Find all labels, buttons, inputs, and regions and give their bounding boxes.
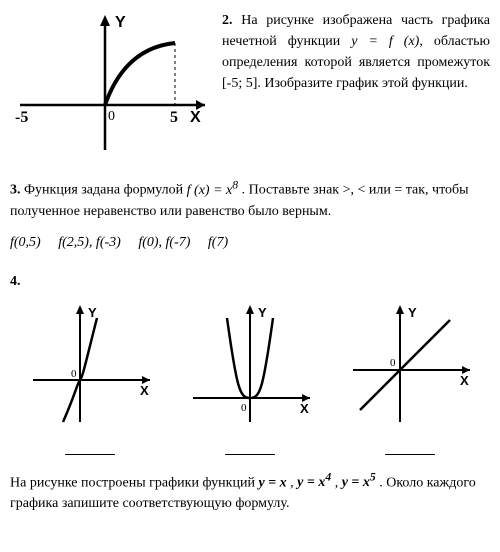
svg-text:Y: Y xyxy=(258,305,267,320)
blank-1 xyxy=(65,442,115,455)
svg-text:X: X xyxy=(300,401,309,416)
call-2: f(0), f(-7) xyxy=(138,235,190,250)
p4-f1: y = x xyxy=(258,475,286,490)
svg-text:X: X xyxy=(190,109,201,126)
problem4-text: На рисунке построены графики функций y =… xyxy=(10,469,490,515)
p4-t1: На рисунке построены графики функций xyxy=(10,475,258,490)
call-3: f(7) xyxy=(208,235,228,250)
svg-text:0: 0 xyxy=(108,109,115,124)
problem2-graph: Y X 0 -5 5 xyxy=(10,10,210,160)
svg-text:X: X xyxy=(460,373,469,388)
p4-f2: y = x xyxy=(297,475,325,490)
problem2-formula: y = f (x) xyxy=(351,34,419,49)
problem3-exp: 8 xyxy=(232,178,238,191)
problem4-blanks xyxy=(10,442,490,455)
problem3-number: 3. xyxy=(10,183,21,198)
svg-text:0: 0 xyxy=(241,402,247,414)
p4-e2: 4 xyxy=(325,471,331,484)
problem2-text: 2. На рисунке изображена часть графика н… xyxy=(222,10,490,160)
p4-f3: y = x xyxy=(342,475,370,490)
call-1: f(2,5), f(-3) xyxy=(58,235,121,250)
blank-2 xyxy=(225,442,275,455)
graph-linear: Y X 0 xyxy=(345,300,475,430)
problem2-number: 2. xyxy=(222,13,233,28)
svg-text:Y: Y xyxy=(115,14,126,31)
svg-text:Y: Y xyxy=(408,305,417,320)
problem3-text: 3. Функция задана формулой f (x) = x8 . … xyxy=(10,176,490,222)
svg-text:5: 5 xyxy=(170,109,178,126)
p4-e3: 5 xyxy=(370,471,376,484)
problem3-formula: f (x) = x xyxy=(187,183,233,198)
graph-quartic: Y X 0 xyxy=(185,300,315,430)
problem3-calls: f(0,5) f(2,5), f(-3) f(0), f(-7) f(7) xyxy=(10,232,490,253)
p4n: 4. xyxy=(10,274,21,289)
svg-text:-5: -5 xyxy=(15,109,28,126)
svg-text:Y: Y xyxy=(88,305,97,320)
svg-text:X: X xyxy=(140,383,149,398)
blank-3 xyxy=(385,442,435,455)
svg-text:0: 0 xyxy=(390,357,396,369)
problem3-t1: Функция задана формулой xyxy=(24,183,187,198)
problem4-graphs: Y X 0 Y X 0 Y X 0 xyxy=(10,300,490,430)
call-0: f(0,5) xyxy=(10,235,41,250)
graph-cubic: Y X 0 xyxy=(25,300,155,430)
svg-text:0: 0 xyxy=(71,368,77,380)
problem4-number: 4. xyxy=(10,271,490,292)
